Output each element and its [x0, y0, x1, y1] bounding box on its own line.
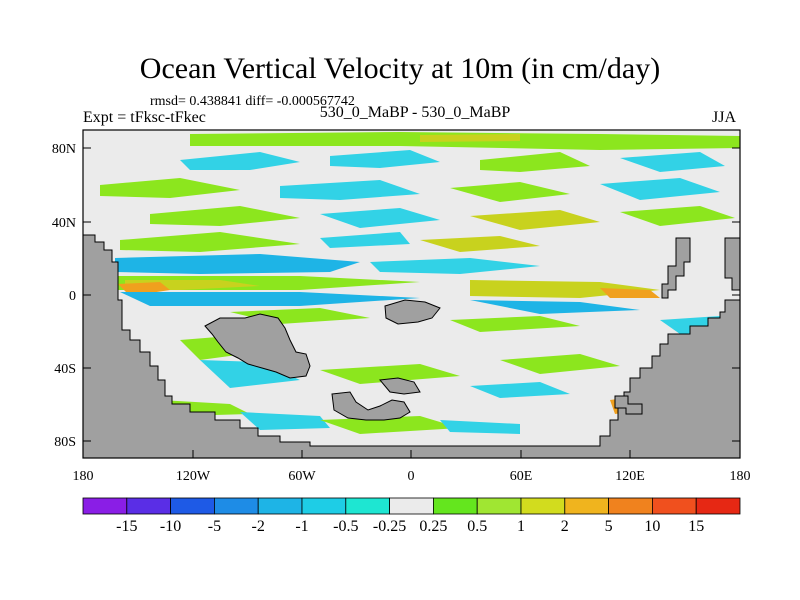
map-title: Ocean Vertical Velocity at 10m (in cm/da… — [139, 52, 661, 85]
colorbar-label: 0.5 — [467, 518, 487, 535]
colorbar-label: 5 — [605, 518, 613, 535]
lat-tick-label: 0 — [69, 289, 76, 304]
field-patch — [320, 232, 410, 248]
lat-tick-label: 40N — [52, 216, 76, 231]
land-east-asia — [661, 237, 691, 299]
colorbar-label: -5 — [208, 518, 221, 535]
experiment-label: Expt = tFksc-tFkec — [83, 109, 206, 126]
lon-tick-label: 0 — [408, 469, 415, 484]
field-patch — [480, 152, 590, 172]
colorbar-swatch — [345, 497, 390, 515]
land-antarctic-fragment — [331, 391, 411, 421]
colorbar-label: -0.5 — [333, 518, 358, 535]
field-patch — [120, 292, 420, 306]
lon-tick-label: 60E — [510, 469, 533, 484]
land-europe-africa — [204, 313, 311, 379]
field-patch — [440, 420, 520, 434]
colorbar-swatch — [564, 497, 609, 515]
field-patch — [280, 180, 420, 200]
field-patch — [100, 178, 240, 198]
colorbar-label: 10 — [644, 518, 660, 535]
colorbar-swatch — [476, 497, 522, 515]
colorbar-swatch — [432, 497, 478, 515]
lat-tick-label: 80N — [52, 142, 76, 157]
field-patch — [450, 182, 570, 202]
lon-tick-label: 180 — [730, 469, 751, 484]
field-patch — [330, 150, 440, 168]
colorbar-swatch — [695, 497, 741, 515]
lat-tick-label: 80S — [54, 435, 76, 450]
colorbar: -15 -10 -5 -2 -1 -0.5 -0.25 0.25 0.5 1 2 5 10 15 — [82, 497, 741, 535]
field-patch — [470, 382, 570, 398]
field-patch — [470, 300, 640, 314]
land-south-pacific-island — [384, 299, 441, 325]
lon-tick-label: 60W — [288, 469, 316, 484]
field-patch — [120, 232, 300, 252]
colorbar-swatch — [170, 497, 215, 515]
field-patch — [420, 236, 540, 252]
colorbar-label: -2 — [252, 518, 265, 535]
colorbar-swatch — [82, 497, 128, 515]
lon-tick-label: 120W — [176, 469, 211, 484]
colorbar-swatch — [126, 497, 172, 515]
lat-axis: 80N 40N 0 40S 80S — [52, 142, 740, 450]
field-patch — [620, 206, 735, 226]
land-americas-west — [82, 234, 741, 459]
lat-tick-label: 40S — [54, 362, 76, 377]
colorbar-swatch — [652, 497, 697, 515]
colorbar-swatch — [389, 497, 434, 515]
colorbar-label: -15 — [116, 518, 137, 535]
colorbar-label: -0.25 — [373, 518, 406, 535]
field-patch — [200, 360, 300, 388]
field-patch — [150, 206, 300, 226]
colorbar-swatch — [608, 497, 653, 515]
field-patch — [600, 288, 660, 298]
land-small-island — [379, 377, 421, 395]
field-patch — [450, 316, 580, 332]
lon-axis: 180 120W 60W 0 60E 120E 180 — [73, 450, 751, 484]
lon-tick-label: 120E — [615, 469, 645, 484]
colorbar-label: -10 — [160, 518, 181, 535]
field-patch — [470, 210, 600, 230]
field-patch — [600, 178, 720, 200]
colorbar-label: 0.25 — [419, 518, 447, 535]
colorbar-swatch — [301, 497, 347, 515]
lon-tick-label: 180 — [73, 469, 94, 484]
center-label: 530_0_MaBP - 530_0_MaBP — [319, 104, 511, 121]
field-patch — [370, 258, 540, 274]
colorbar-swatch — [257, 497, 303, 515]
land-southeast-island — [614, 395, 643, 415]
season-label: JJA — [712, 109, 737, 126]
field-patch — [500, 354, 620, 374]
colorbar-label: 15 — [688, 518, 704, 535]
field-patch — [320, 416, 460, 434]
field-patch — [240, 412, 330, 430]
colorbar-label: 1 — [517, 518, 525, 535]
colorbar-label: 2 — [561, 518, 569, 535]
colorbar-swatch — [520, 497, 566, 515]
field-patch — [115, 254, 360, 274]
stats-label: rmsd= 0.438841 diff= -0.000567742 — [150, 94, 355, 109]
field-patch — [320, 208, 440, 228]
colorbar-swatch — [213, 497, 259, 515]
field-patch — [180, 152, 300, 170]
field-patch — [420, 134, 520, 142]
colorbar-label: -1 — [295, 518, 308, 535]
field-patch — [320, 364, 460, 384]
field-patch — [620, 152, 725, 172]
